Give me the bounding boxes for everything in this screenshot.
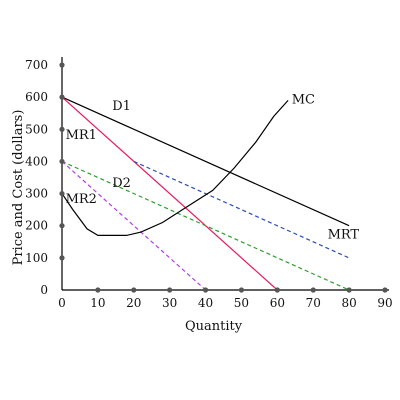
x-tick-marker <box>202 287 209 293</box>
labels: 0 100 200 300 400 500 600 700 0 10 20 30 40 50 60 70 80 9… <box>25 58 393 310</box>
curve-label-mr1: MR1 <box>66 128 97 143</box>
series-mrt-line <box>133 160 350 259</box>
y-tick-label: 200 <box>25 219 48 233</box>
x-tick-marker <box>131 287 137 293</box>
y-tick-label: 600 <box>25 90 48 104</box>
x-tick-marker <box>238 287 245 293</box>
axis-markers <box>59 62 388 293</box>
y-tick-marker <box>59 190 65 197</box>
series-group <box>61 96 350 291</box>
x-tick-label: 0 <box>58 296 66 310</box>
x-tick-marker <box>310 287 316 293</box>
series-mr1-line <box>61 96 278 291</box>
x-tick-marker <box>167 287 173 293</box>
x-tick-label: 80 <box>341 296 356 310</box>
y-tick-label: 700 <box>25 58 48 72</box>
y-tick-marker <box>59 158 65 165</box>
curve-label-mr2: MR2 <box>66 192 97 207</box>
x-tick-marker <box>382 287 388 293</box>
axes <box>61 57 389 291</box>
series-mc-line <box>61 99 289 236</box>
x-tick-label: 70 <box>306 296 321 310</box>
y-tick-label: 500 <box>25 122 48 136</box>
y-tick-marker <box>59 94 65 100</box>
x-tick-label: 20 <box>126 296 141 310</box>
y-axis-title: Price and Cost (dollars) <box>11 110 26 266</box>
curve-label-mc: MC <box>292 93 315 108</box>
x-axis-title: Quantity <box>185 319 243 334</box>
series-mr2-line <box>61 160 207 291</box>
x-tick-marker <box>95 287 101 293</box>
y-tick-label: 100 <box>25 251 48 265</box>
x-tick-marker <box>346 287 352 293</box>
curve-label-d1: D1 <box>112 99 131 114</box>
x-tick-label: 10 <box>90 296 105 310</box>
y-tick-marker <box>59 223 65 229</box>
y-tick-label: 0 <box>40 283 48 297</box>
x-tick-label: 60 <box>270 296 285 310</box>
x-tick-label: 90 <box>377 296 392 310</box>
series-d2-line <box>61 160 350 291</box>
x-tick-label: 50 <box>234 296 249 310</box>
y-tick-marker <box>59 126 65 132</box>
x-tick-label: 30 <box>162 296 177 310</box>
curve-label-d2: D2 <box>112 176 131 191</box>
curve-label-mrt: MRT <box>328 228 360 243</box>
x-tick-label: 40 <box>198 296 213 310</box>
y-tick-marker <box>59 62 65 68</box>
y-tick-label: 300 <box>25 187 48 201</box>
y-tick-marker <box>59 255 65 261</box>
y-tick-label: 400 <box>25 154 48 168</box>
x-tick-marker <box>274 287 280 293</box>
series-d1-line <box>61 96 350 227</box>
